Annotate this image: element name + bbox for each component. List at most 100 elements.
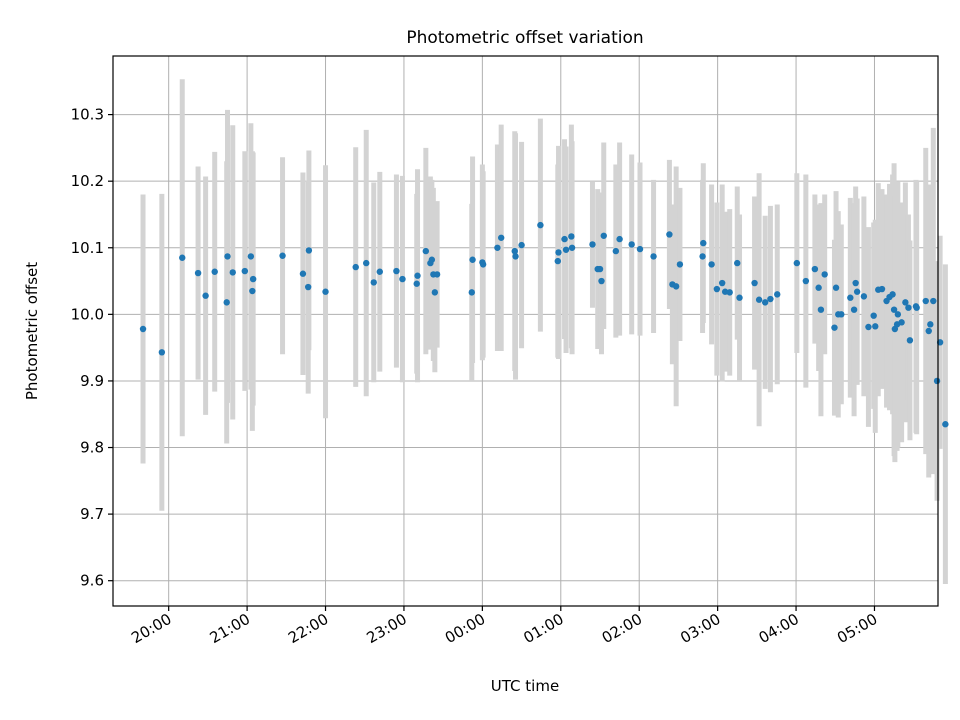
data-point	[376, 268, 383, 275]
data-point	[802, 277, 810, 285]
data-point	[428, 256, 436, 263]
data-point	[568, 244, 576, 251]
data-point	[672, 283, 680, 290]
data-point	[247, 253, 255, 260]
data-point	[815, 284, 822, 291]
y-tick-label: 10.3	[71, 106, 104, 124]
data-point	[241, 267, 249, 275]
data-point	[761, 299, 769, 306]
data-point	[700, 239, 707, 247]
data-point	[299, 270, 307, 277]
data-point	[628, 241, 635, 248]
data-point	[194, 269, 202, 277]
data-point	[933, 377, 941, 385]
data-point	[370, 279, 377, 286]
y-axis-label: Photometric offset	[23, 262, 41, 400]
data-point	[494, 244, 501, 251]
data-point	[755, 296, 763, 303]
data-point	[249, 287, 256, 295]
data-point	[860, 293, 868, 300]
data-point	[554, 257, 562, 265]
data-point	[223, 299, 230, 306]
data-point	[179, 254, 186, 261]
data-point	[468, 289, 475, 296]
data-point	[596, 265, 604, 273]
data-point	[511, 247, 518, 255]
data-point	[708, 261, 715, 268]
data-point	[925, 327, 932, 335]
plot-frame	[112, 55, 939, 607]
data-point	[352, 263, 359, 271]
data-point	[555, 249, 562, 256]
data-point	[202, 292, 209, 299]
data-point	[767, 295, 774, 303]
data-point	[898, 319, 905, 326]
data-point	[422, 247, 430, 255]
data-point	[847, 294, 854, 301]
data-point	[878, 285, 886, 293]
data-point	[497, 234, 505, 241]
data-point	[852, 279, 859, 287]
data-point	[942, 421, 949, 428]
data-point	[433, 271, 441, 278]
data-point	[158, 349, 166, 356]
data-point	[726, 289, 733, 296]
data-point	[229, 269, 236, 276]
data-point	[922, 297, 929, 305]
data-point	[616, 235, 623, 243]
data-point	[650, 253, 657, 260]
data-point	[865, 323, 872, 331]
data-point	[568, 233, 575, 240]
y-tick-label: 10.0	[71, 305, 104, 323]
data-point	[305, 247, 313, 254]
data-point	[363, 259, 370, 267]
data-point	[469, 256, 476, 263]
data-point	[589, 241, 596, 248]
y-tick-label: 10.1	[71, 239, 104, 257]
data-point	[636, 245, 644, 253]
data-point	[512, 253, 519, 260]
data-point	[562, 246, 570, 253]
chart-title: Photometric offset variation	[406, 28, 643, 48]
data-point	[793, 259, 801, 267]
y-tick-label: 9.9	[80, 372, 104, 390]
data-point	[838, 311, 845, 318]
data-point	[713, 285, 721, 293]
data-point	[666, 231, 673, 238]
data-point	[870, 312, 877, 319]
data-point	[889, 291, 896, 298]
data-point	[399, 275, 406, 283]
data-point	[831, 324, 838, 331]
data-point	[612, 247, 620, 255]
data-point	[811, 265, 819, 273]
data-points	[139, 221, 949, 428]
data-point	[774, 291, 781, 298]
data-point	[832, 284, 840, 291]
y-tick-label: 10.2	[71, 172, 104, 190]
data-point	[817, 306, 825, 313]
data-point	[853, 288, 861, 295]
data-point	[676, 261, 684, 268]
data-point	[561, 235, 568, 243]
data-point	[930, 297, 937, 305]
data-point	[322, 288, 329, 295]
data-point	[414, 272, 421, 279]
x-axis-label: UTC time	[491, 677, 559, 695]
data-point	[413, 280, 420, 287]
y-tick-label: 9.6	[80, 572, 104, 590]
data-point	[304, 283, 312, 291]
data-point	[734, 259, 741, 267]
data-point	[249, 275, 257, 283]
data-point	[902, 299, 909, 306]
data-point	[600, 232, 607, 239]
data-point	[279, 252, 286, 259]
data-point	[431, 289, 439, 296]
data-point	[905, 304, 912, 311]
data-point	[894, 311, 902, 318]
data-point	[850, 306, 858, 313]
data-point	[598, 277, 605, 285]
data-point	[913, 304, 920, 311]
data-point	[537, 221, 544, 229]
data-point	[906, 337, 914, 344]
